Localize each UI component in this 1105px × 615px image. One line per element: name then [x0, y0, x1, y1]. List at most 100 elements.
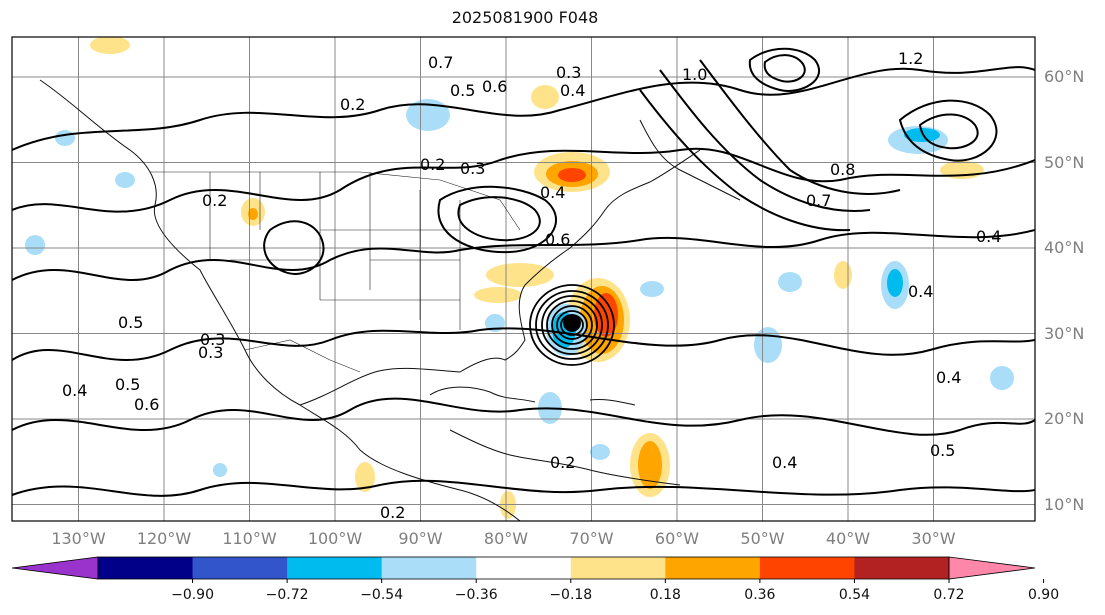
- positive-anomaly-shade: [558, 168, 586, 182]
- cyclone-ring: [541, 295, 603, 355]
- contour-label: 0.7: [428, 53, 453, 72]
- contour-label: 0.5: [450, 81, 475, 100]
- negative-anomaly-shade: [778, 272, 802, 292]
- latitude-label: 50°N: [1044, 152, 1085, 172]
- longitude-label: 30°W: [911, 529, 956, 548]
- contour-line: [437, 185, 557, 254]
- newfoundland-coast: [639, 119, 741, 201]
- us-canada-border: [150, 171, 521, 231]
- contour-line: [699, 59, 901, 195]
- contour-label: 0.3: [460, 159, 485, 178]
- cyclone-ring: [546, 300, 598, 350]
- colorbar-tick-label: 0.72: [933, 587, 965, 603]
- contour-label: 0.5: [115, 375, 140, 394]
- cuba-outline: [429, 386, 536, 403]
- positive-anomaly-shade: [486, 263, 554, 287]
- latitude-label: 20°N: [1044, 409, 1085, 428]
- negative-anomaly-shade: [887, 269, 903, 297]
- negative-anomaly-shade: [406, 99, 450, 131]
- colorbar-tick-label: 0.90: [1027, 587, 1060, 603]
- contour-line: [898, 99, 998, 162]
- negative-anomaly-shade: [590, 444, 610, 460]
- colorbar-tick-label: −0.90: [171, 587, 214, 603]
- longitude-label: 80°W: [483, 529, 529, 548]
- positive-anomaly-shade: [474, 287, 522, 303]
- positive-anomaly-shade: [90, 37, 130, 54]
- cyclone-contours: [529, 284, 615, 366]
- contour-line: [457, 196, 541, 242]
- map-title: 2025081900 F048: [451, 8, 599, 27]
- contour-label: 0.2: [550, 453, 575, 472]
- contour-layer: [12, 47, 1035, 497]
- contour-label: 0.4: [936, 368, 961, 387]
- colorbar-segment: [98, 557, 194, 579]
- contour-line: [639, 89, 851, 232]
- contour-label: 0.5: [930, 441, 955, 460]
- contour-label: 0.4: [908, 282, 933, 301]
- contour-label: 0.2: [380, 503, 405, 522]
- contour-label: 0.6: [482, 77, 507, 96]
- contour-line: [12, 397, 1035, 436]
- longitude-label: 60°W: [654, 529, 700, 548]
- colorbar-tick-label: 0.54: [838, 587, 871, 603]
- colorbar-segment: [381, 557, 477, 579]
- colorbar-segment: [759, 557, 855, 579]
- cyclone-ring: [529, 284, 615, 366]
- cyclone-ring: [556, 310, 588, 340]
- negative-anomaly-shade: [990, 366, 1014, 390]
- cyclone-ring: [535, 290, 609, 360]
- colorbar-segment: [854, 557, 950, 579]
- contour-label: 0.3: [556, 63, 581, 82]
- contour-line: [763, 54, 806, 83]
- contour-label: 0.3: [200, 330, 225, 349]
- negative-anomaly-shade: [754, 327, 782, 363]
- map-frame: [11, 36, 1036, 522]
- contour-label: 0.4: [62, 381, 87, 400]
- coastline-layer: [39, 79, 741, 521]
- colorbar-tick-label: 0.36: [744, 587, 776, 603]
- latitude-label: 60°N: [1044, 67, 1085, 86]
- positive-anomaly-shade: [531, 85, 559, 109]
- hispaniola-outline: [589, 399, 636, 406]
- contour-line: [748, 47, 820, 92]
- colorbar-tick-label: −0.18: [549, 587, 593, 603]
- contour-label: 0.4: [540, 183, 565, 202]
- colorbar-tick-label: −0.54: [360, 587, 404, 603]
- contour-label: 0.6: [134, 395, 159, 414]
- contour-line: [263, 220, 325, 275]
- contour-label: 0.2: [202, 191, 227, 210]
- colorbar: [11, 556, 1045, 583]
- colorbar-tick-label: −0.36: [454, 587, 498, 603]
- contour-label: 0.6: [545, 230, 570, 249]
- contour-label: 0.4: [560, 81, 585, 100]
- cyclone-ring: [551, 305, 593, 345]
- colorbar-tick-label: 0.18: [649, 587, 681, 603]
- south-america-coast: [449, 429, 681, 486]
- colorbar-segment: [665, 557, 761, 579]
- contour-label: 0.8: [830, 160, 855, 179]
- contour-label: 1.2: [898, 49, 923, 68]
- positive-anomaly-shade: [638, 441, 662, 489]
- positive-anomaly-shade: [248, 208, 258, 220]
- contour-line: [12, 479, 1035, 497]
- longitude-label: 90°W: [398, 529, 443, 548]
- colorbar-tick-label: −0.72: [265, 587, 309, 603]
- contour-line: [12, 229, 1035, 281]
- longitude-label: 110°W: [222, 529, 277, 548]
- negative-anomaly-shade: [25, 235, 45, 255]
- colorbar-outline: [97, 556, 950, 580]
- colorbar-segment: [287, 557, 383, 579]
- longitude-label: 40°W: [825, 529, 871, 548]
- contour-label: 0.2: [340, 95, 365, 114]
- contour-line: [918, 113, 979, 150]
- negative-anomaly-shade: [640, 281, 664, 297]
- contour-label: 0.4: [976, 227, 1001, 246]
- contour-line: [659, 69, 871, 212]
- contour-label: 0.4: [772, 453, 797, 472]
- contour-label: 1.0: [682, 65, 707, 84]
- contour-line: [12, 327, 1035, 361]
- negative-anomaly-shade: [213, 463, 227, 477]
- latitude-label: 10°N: [1044, 494, 1085, 514]
- cyclone-center: [563, 314, 581, 332]
